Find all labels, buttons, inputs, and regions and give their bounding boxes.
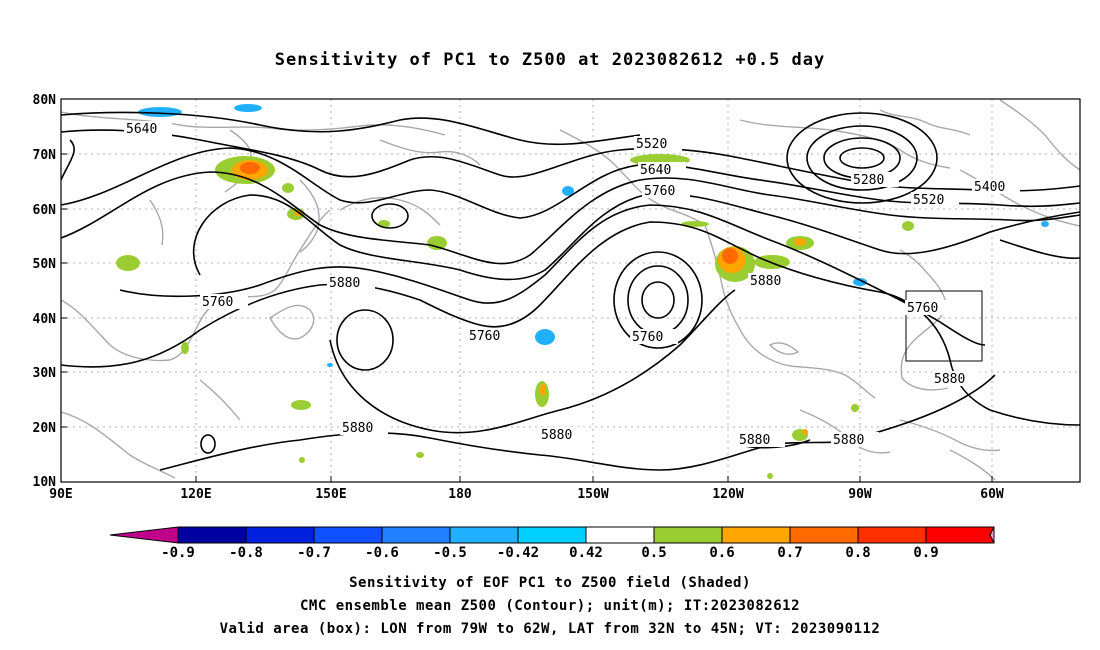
lat-label: 80N [33,93,57,108]
colorbar-label: 0.8 [845,545,870,561]
colorbar-label: 0.9 [913,545,938,561]
lon-label: 60W [980,487,1004,502]
colorbar-label: 0.42 [569,545,603,561]
sensitivity-shading [116,104,1049,479]
colorbar-label: -0.8 [229,545,263,561]
colorbar-label: -0.6 [365,545,399,561]
caption-valid-area: Valid area (box): LON from 79W to 62W, L… [219,621,881,637]
caption-contour: CMC ensemble mean Z500 (Contour); unit(m… [299,598,800,614]
colorbar-swatch [721,526,791,544]
contour-label: 5880 [329,276,360,291]
lon-label: 150E [315,487,346,502]
colorbar-label: -0.7 [297,545,331,561]
contour-label: 5280 [853,173,884,188]
valid-area-box [905,290,983,362]
z500-contours [61,111,1080,471]
contour-label: 5880 [833,433,864,448]
colorbar-label: 0.7 [777,545,802,561]
colorbar-swatch [585,526,655,544]
lat-label: 50N [33,257,57,272]
colorbar-swatch [177,526,247,544]
contour-label: 5520 [913,193,944,208]
contour-label: 5760 [644,184,675,199]
contour-label: 5760 [632,330,663,345]
lat-label: 20N [33,421,57,436]
contour-label: 5880 [750,274,781,289]
colorbar-label: -0.5 [433,545,467,561]
contour-label: 5880 [739,433,770,448]
contour-label: 5520 [636,137,667,152]
colorbar-swatch [653,526,723,544]
lat-label: 70N [33,148,57,163]
colorbar-swatch [381,526,451,544]
colorbar-label: -0.42 [497,545,539,561]
colorbar-swatch [245,526,315,544]
colorbar: -0.9 -0.8 -0.7 -0.6 -0.5 -0.42 0.42 0.5 0.6 0.7 0.… [109,526,995,561]
lon-label: 120W [712,487,743,502]
contour-labels: 5640 5520 5640 5760 5280 5400 5520 5760 … [124,121,1020,448]
lon-label: 120E [180,487,211,502]
colorbar-high-arrow [989,526,995,544]
colorbar-swatch [313,526,383,544]
colorbar-label: 0.5 [641,545,666,561]
colorbar-swatch [857,526,927,544]
axis-ticks [61,153,993,482]
contour-label: 5640 [640,163,671,178]
colorbar-label: -0.9 [161,545,195,561]
colorbar-swatch [449,526,519,544]
lat-label: 10N [33,475,57,490]
contour-label: 5880 [934,372,965,387]
colorbar-swatch [925,526,995,544]
contour-label: 5880 [541,428,572,443]
caption-shaded: Sensitivity of EOF PC1 to Z500 field (Sh… [349,575,751,591]
contour-label: 5760 [202,295,233,310]
contour-label: 5760 [469,329,500,344]
lon-label: 150W [577,487,608,502]
colorbar-swatch [517,526,587,544]
coastlines [61,99,1080,481]
lat-label: 40N [33,312,57,327]
lat-label: 60N [33,203,57,218]
colorbar-label: 0.6 [709,545,734,561]
map-title: Sensitivity of PC1 to Z500 at 2023082612… [274,50,826,70]
contour-label: 5640 [126,122,157,137]
contour-label: 5400 [974,180,1005,195]
map-frame [60,98,1081,483]
map-gridlines [61,99,1080,482]
lat-label: 30N [33,366,57,381]
contour-label: 5880 [342,421,373,436]
colorbar-low-arrow [109,526,179,544]
lon-label: 90W [848,487,872,502]
contour-label: 5760 [907,301,938,316]
colorbar-swatch [789,526,859,544]
lon-label: 180 [448,487,472,502]
lon-label: 90E [49,487,72,502]
